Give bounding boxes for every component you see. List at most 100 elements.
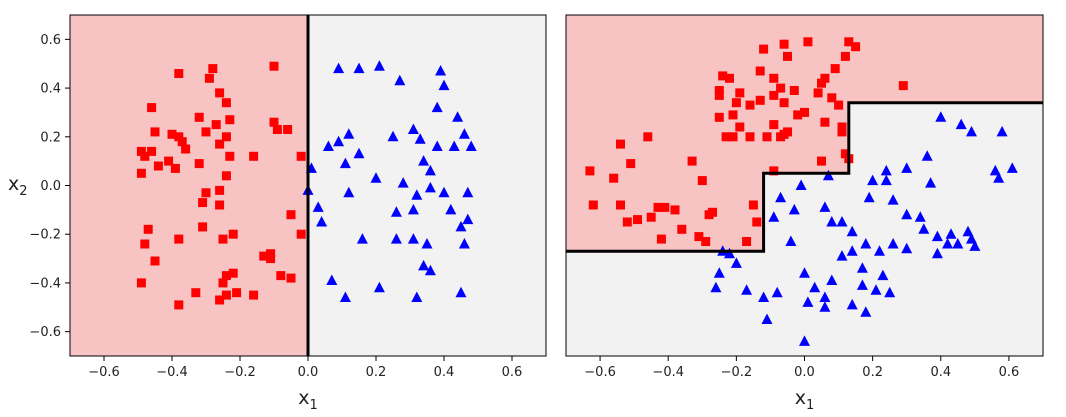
triangle-point [462, 186, 474, 198]
x-tick-label: −0.4 [156, 365, 188, 380]
x-tick-label: −0.2 [721, 365, 753, 380]
square-point [215, 185, 225, 195]
x-tick-label: 0.2 [862, 365, 883, 380]
square-point [803, 37, 813, 47]
square-point [174, 132, 184, 142]
triangle-point [901, 162, 913, 173]
square-point [646, 212, 656, 222]
triangle-point [322, 140, 334, 151]
square-point [840, 51, 850, 61]
triangle-point [884, 286, 896, 298]
square-point [830, 64, 840, 74]
triangle-point [856, 262, 868, 273]
triangle-point [421, 238, 433, 249]
triangle-point [312, 201, 324, 212]
triangle-point [758, 291, 770, 302]
square-point [687, 156, 697, 166]
triangle-point [339, 291, 351, 302]
triangle-point [921, 150, 933, 161]
square-point [221, 171, 231, 181]
square-point [748, 200, 758, 210]
triangle-point [989, 164, 1001, 176]
square-point [776, 132, 786, 142]
square-point [622, 217, 632, 227]
series-square [585, 37, 908, 246]
triangle-point [969, 240, 981, 251]
triangle-point [407, 233, 419, 244]
triangle-point [931, 247, 943, 259]
triangle-point [860, 306, 872, 317]
square-point [616, 200, 625, 210]
square-point [728, 110, 738, 120]
right-panel: −0.6 −0.4 −0.2 0.0 0.2 0.4 0.6 x1 [565, 14, 1044, 413]
triangle-point [901, 242, 913, 254]
triangle-point [452, 111, 464, 122]
triangle-point [356, 233, 368, 244]
triangle-point [445, 203, 457, 215]
y-tick-label: −0.6 [29, 325, 61, 340]
square-point [276, 271, 286, 281]
square-point [755, 66, 765, 76]
triangle-point [431, 101, 443, 113]
square-point [249, 290, 259, 300]
square-point [633, 215, 642, 225]
triangle-point [387, 130, 399, 142]
x-axis-label: x1 [298, 387, 318, 413]
square-point [208, 64, 218, 74]
triangle-point [343, 186, 355, 198]
x-tick-label: 0.4 [930, 365, 951, 380]
triangle-point [846, 245, 858, 256]
square-point [147, 103, 157, 113]
triangle-point [1006, 162, 1018, 173]
square-point [259, 251, 269, 261]
square-point [272, 125, 282, 134]
square-point [660, 202, 670, 212]
square-point [783, 51, 792, 61]
square-point [813, 88, 823, 98]
square-point [198, 198, 208, 208]
square-point [725, 73, 734, 83]
triangle-point [390, 206, 402, 217]
triangle-point [880, 174, 892, 186]
triangle-point [955, 118, 967, 130]
class0-region [566, 15, 1043, 252]
triangle-point [996, 125, 1008, 137]
square-point [697, 176, 707, 186]
square-point [834, 100, 844, 110]
square-point [769, 166, 779, 176]
triangle-point [846, 225, 858, 237]
triangle-point [435, 65, 447, 76]
square-point [694, 232, 704, 242]
triangle-point [458, 238, 470, 249]
square-point [232, 288, 242, 298]
triangle-point [768, 211, 780, 222]
square-point [221, 271, 231, 281]
x-tick-label: −0.6 [584, 365, 616, 380]
square-point [140, 239, 150, 249]
triangle-point [819, 301, 831, 312]
left-panel: −0.6 −0.4 −0.2 0.0 0.2 0.4 0.6 0.6 0.4 0.2 0.0 −0.2… [8, 14, 547, 413]
square-point [769, 90, 779, 100]
square-point [174, 300, 184, 310]
triangle-point [373, 281, 385, 293]
square-point [221, 98, 231, 108]
y-tick-label: −0.2 [29, 228, 61, 243]
triangle-point [846, 298, 858, 310]
triangle-point [952, 238, 964, 249]
square-point [286, 273, 296, 283]
triangle-point [462, 213, 474, 225]
square-point [194, 159, 204, 169]
triangle-point [339, 157, 351, 169]
square-point [714, 86, 724, 95]
square-point [215, 88, 225, 98]
decision-boundary [566, 101, 1043, 253]
triangle-point [775, 191, 787, 203]
triangle-point [448, 140, 460, 151]
square-point [626, 159, 636, 169]
square-point [167, 129, 177, 139]
square-point [779, 98, 789, 108]
square-point [266, 254, 276, 264]
triangle-point [993, 172, 1005, 183]
triangle-point [390, 233, 402, 244]
